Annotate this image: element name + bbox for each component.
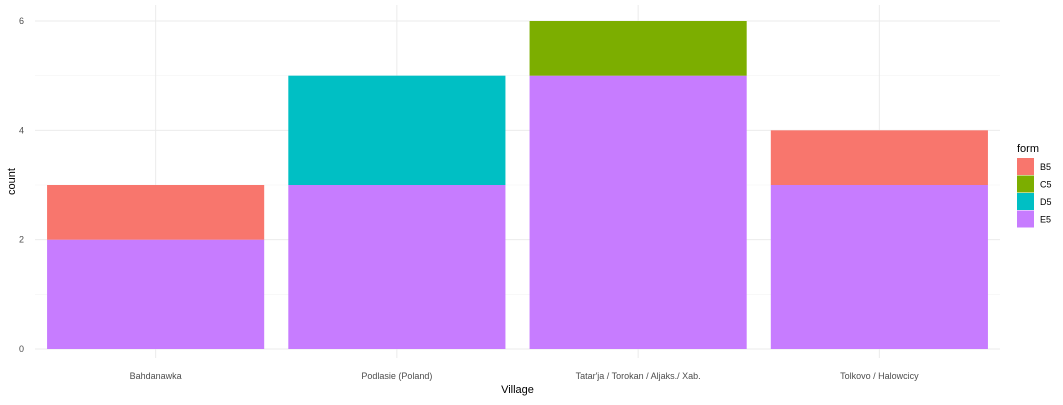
bar-segment: [770, 130, 988, 185]
legend-label: B5: [1040, 162, 1051, 172]
bar-segment: [288, 185, 506, 349]
bar-segment: [288, 75, 506, 185]
y-tick-label: 6: [19, 16, 24, 26]
bar-segment: [47, 185, 265, 240]
bar-segment: [770, 185, 988, 349]
y-tick-label: 2: [19, 235, 24, 245]
y-axis-title: count: [6, 168, 18, 195]
legend-title: form: [1017, 143, 1039, 155]
legend-label: E5: [1040, 215, 1051, 225]
y-axis-ticks: 0 2 4 6: [19, 16, 24, 354]
x-axis-title: Village: [501, 384, 534, 396]
legend-label: D5: [1040, 197, 1052, 207]
legend-key: [1017, 158, 1034, 175]
legend-label: C5: [1040, 180, 1052, 190]
x-tick-label: Podlasie (Poland): [361, 371, 432, 381]
bar-segment: [529, 75, 747, 350]
y-tick-label: 0: [19, 344, 24, 354]
y-tick-label: 4: [19, 125, 24, 135]
legend-key: [1017, 175, 1034, 193]
legend-key: [1017, 210, 1034, 228]
x-tick-label: Tolkovo / Halowcicy: [840, 371, 919, 381]
bar-segment: [47, 239, 265, 349]
x-tick-label: Bahdanawka: [130, 371, 182, 381]
bar-segment: [529, 21, 747, 76]
legend: form B5 C5 D5 E5: [1017, 143, 1052, 228]
x-tick-label: Tatar'ja / Torokan / Aljaks./ Xab.: [576, 371, 701, 381]
legend-key: [1017, 193, 1034, 210]
legend-items: B5 C5 D5 E5: [1017, 158, 1052, 228]
x-axis-ticks: Bahdanawka Podlasie (Poland) Tatar'ja / To…: [130, 371, 920, 381]
bars: [47, 21, 988, 350]
